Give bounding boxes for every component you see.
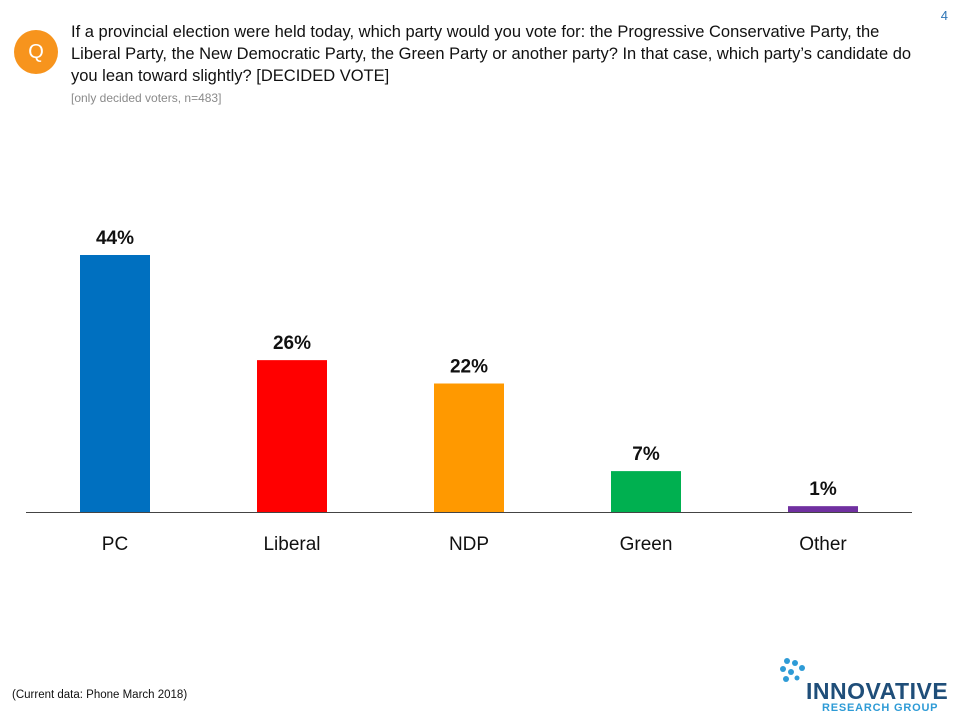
sample-note: [only decided voters, n=483] [71,91,222,105]
footer-note: (Current data: Phone March 2018) [12,689,188,701]
data-label-other: 1% [809,479,837,500]
category-label-ndp: NDP [449,534,489,555]
bar-pc [80,255,150,512]
logo-dots-icon [780,658,805,682]
logo-name: INNOVATIVE [806,678,949,704]
question-text: If a provincial election were held today… [71,23,912,85]
data-label-green: 7% [632,444,660,465]
question-badge-icon: Q [14,30,58,74]
page-number: 4 [940,8,948,23]
bar-other [788,506,858,512]
bar-chart: 44% PC 26% Liberal 22% NDP 7% Green 1% Other [26,228,912,555]
bar-liberal [257,360,327,512]
category-label-green: Green [620,534,673,555]
category-label-liberal: Liberal [263,534,320,555]
data-label-liberal: 26% [273,333,311,354]
logo-subtitle: RESEARCH GROUP [822,702,939,714]
category-label-other: Other [799,534,847,555]
company-logo: INNOVATIVE RESEARCH GROUP [778,656,948,716]
bar-green [611,471,681,512]
data-label-pc: 44% [96,228,134,249]
data-label-ndp: 22% [450,357,488,378]
bar-ndp [434,383,504,512]
category-label-pc: PC [102,534,128,555]
